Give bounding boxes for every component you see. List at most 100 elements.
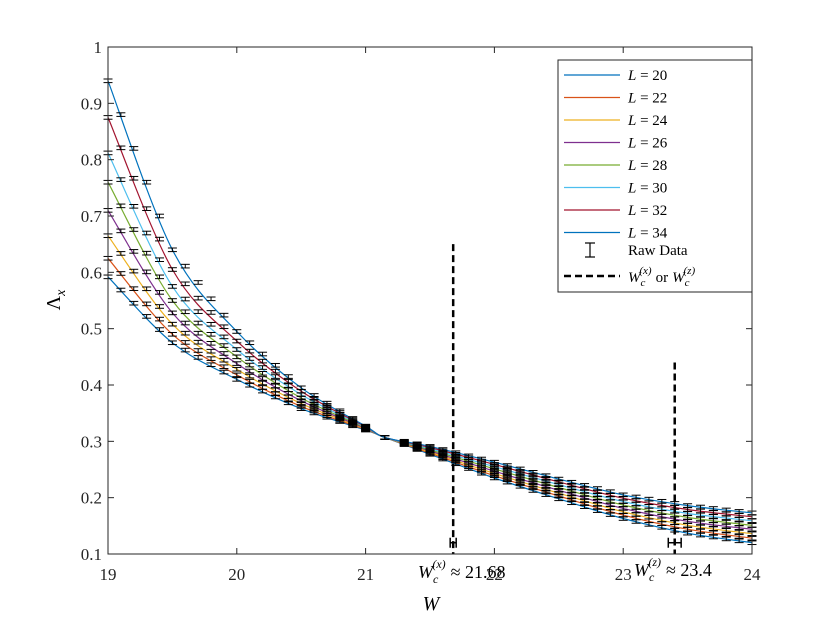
raw-data-errorbar: [734, 538, 744, 544]
raw-data-errorbar: [232, 372, 242, 378]
raw-data-errorbar: [180, 281, 190, 287]
y-tick-label: 0.1: [81, 545, 102, 564]
raw-data-errorbar: [245, 348, 255, 354]
raw-data-errorbar: [270, 374, 280, 379]
raw-data-errorbar: [193, 348, 203, 353]
raw-data-errorbar: [502, 463, 512, 468]
raw-data-errorbar: [219, 334, 229, 340]
y-tick-label: 0.3: [81, 432, 102, 451]
raw-data-errorbar: [721, 519, 731, 525]
y-tick-label: 0.9: [81, 94, 102, 113]
raw-data-errorbar: [206, 321, 216, 327]
raw-data-errorbar: [580, 483, 590, 488]
annotation-wcz-value: ≈ 23.4: [666, 560, 712, 580]
annotation-wcz: Wc(z) ≈ 23.4: [634, 555, 712, 584]
raw-data-errorbar: [142, 250, 152, 256]
raw-data-errorbar: [618, 492, 628, 498]
raw-data-errorbar: [155, 290, 165, 295]
raw-data-errorbar: [283, 387, 293, 393]
legend-item-raw-data: Raw Data: [585, 242, 688, 259]
raw-data-errorbar: [605, 489, 615, 494]
raw-data-errorbar: [245, 373, 255, 379]
series-line-L20: [107, 276, 753, 544]
annotation-wcx-sup: (x): [432, 557, 445, 571]
raw-data-errorbar: [116, 271, 126, 276]
raw-data-errorbar: [155, 274, 165, 280]
y-tick-label: 1: [94, 38, 103, 57]
y-axis-label: Λx: [43, 289, 69, 311]
legend-item-critical: Wc(x) or Wc(z): [564, 265, 695, 289]
raw-data-errorbar: [155, 316, 165, 322]
legend-label: L = 34: [627, 226, 668, 242]
raw-data-errorbar: [219, 324, 229, 330]
raw-data-errorbar: [142, 314, 152, 319]
raw-data-errorbar: [708, 506, 718, 511]
legend-label: L = 22: [627, 91, 667, 107]
raw-data-errorbar: [683, 503, 693, 508]
legend-wc-sub-2: c: [685, 277, 690, 289]
raw-data-errorbar: [206, 362, 216, 368]
axis-ticks: 19 20 21 22 23 24 0.1 0.2 0.3 0.4 0.5 0.6 0.7 0.8 0.9 1: [81, 38, 761, 584]
raw-data-errorbar: [116, 251, 126, 256]
legend-label: L = 28: [627, 158, 667, 174]
annotation-wcx-sub: c: [433, 572, 439, 586]
raw-data-errorbar: [142, 269, 152, 275]
legend-label: L = 30: [627, 181, 667, 197]
raw-data-errorbar: [206, 348, 216, 354]
raw-data-errorbar: [270, 362, 280, 368]
raw-data-errorbar: [219, 351, 229, 356]
raw-data-errorbar: [258, 365, 268, 370]
raw-data-errorbar: [721, 507, 731, 513]
raw-data-errorbar: [489, 459, 499, 465]
raw-data-errorbar: [167, 267, 177, 272]
raw-data-errorbar: [567, 479, 577, 485]
raw-data-errorbar: [592, 486, 602, 491]
raw-data-errorbar: [142, 301, 152, 307]
raw-data-errorbar: [129, 175, 139, 181]
raw-data-errorbar: [270, 368, 280, 374]
legend-item-L20: L = 20: [564, 68, 667, 84]
raw-data-errorbar: [129, 268, 139, 274]
legend-item-L34: L = 34: [564, 226, 668, 242]
raw-data-errorbar: [258, 358, 268, 364]
raw-data-errorbar: [670, 501, 680, 506]
y-tick-label: 0.6: [81, 263, 102, 282]
svg-text:Wc(z)≈ 23.4: Wc(z) ≈ 23.4: [634, 555, 712, 584]
y-axis-label-sub: x: [54, 289, 69, 297]
raw-data-errorbar: [283, 378, 293, 384]
raw-data-errorbar: [193, 320, 203, 326]
raw-data-errorbar: [270, 379, 280, 384]
raw-data-errorbar: [734, 509, 744, 514]
raw-data-errorbar: [708, 526, 718, 531]
legend-item-L30: L = 30: [564, 181, 667, 197]
raw-data-errorbar: [167, 310, 177, 316]
raw-data-errorbar: [193, 330, 203, 336]
raw-data-errorbar: [477, 456, 487, 462]
raw-data-errorbar: [734, 521, 744, 526]
series-line-L22: [107, 257, 753, 539]
raw-data-errorbar: [206, 332, 216, 337]
raw-data-errorbar: [206, 310, 216, 315]
raw-data-errorbar: [515, 466, 525, 472]
legend: L = 20 L = 22 L = 24 L = 26 L = 28 L = 30 L = …: [557, 59, 753, 293]
raw-data-errorbar: [245, 368, 255, 374]
raw-data-errorbar: [708, 534, 718, 540]
raw-data-errorbar: [167, 247, 177, 253]
raw-data-errorbar: [206, 296, 216, 302]
legend-item-L28: L = 28: [564, 158, 667, 174]
raw-data-errorbar: [129, 300, 139, 306]
annotation-wcx-main: W: [418, 562, 435, 582]
raw-data-errorbar: [270, 383, 280, 389]
legend-wc-main-2: W: [672, 270, 686, 286]
raw-data-errorbar: [129, 204, 139, 209]
raw-data-errorbar: [155, 304, 165, 309]
raw-data-errorbar: [129, 249, 139, 254]
raw-data-errorbar: [155, 236, 165, 242]
raw-data-errorbars: [103, 78, 757, 546]
raw-data-errorbar: [116, 203, 126, 209]
legend-item-L24: L = 24: [564, 113, 668, 129]
raw-data-errorbar: [734, 529, 744, 535]
legend-or: or: [656, 270, 669, 286]
raw-data-errorbar: [296, 385, 306, 391]
raw-data-errorbar: [631, 494, 641, 500]
